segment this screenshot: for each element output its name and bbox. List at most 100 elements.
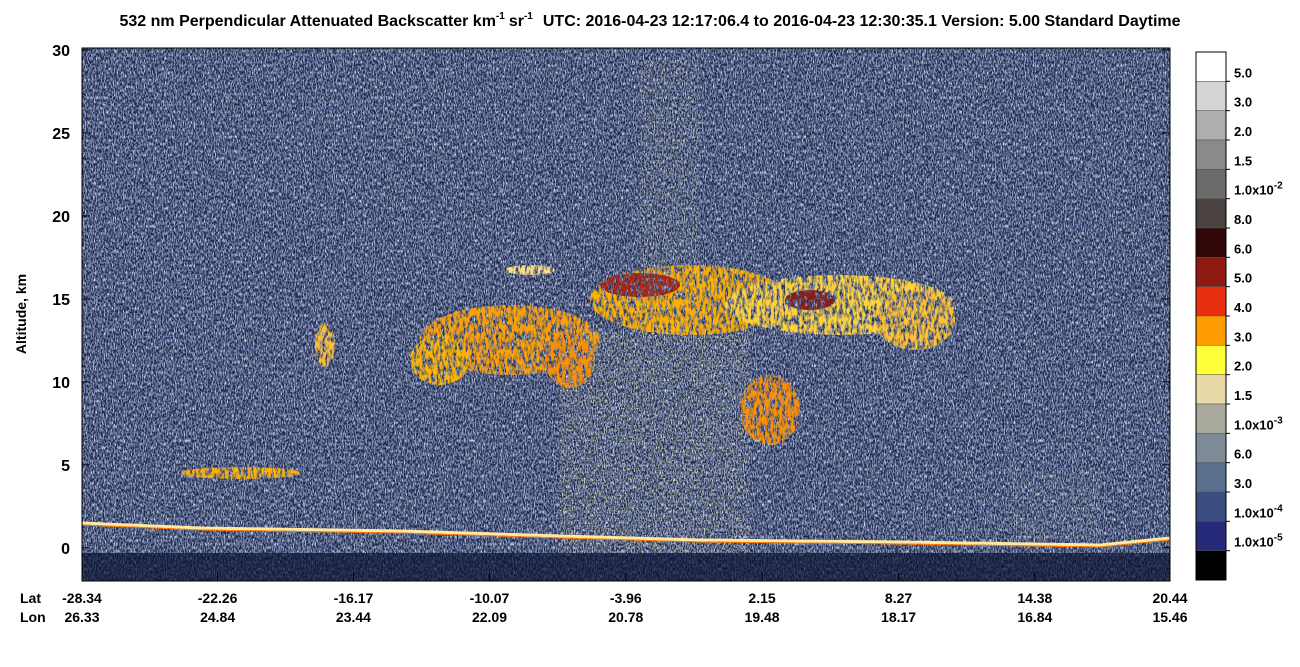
colorbar-box: [1195, 345, 1227, 375]
colorbar-label-text: 2.0: [1234, 359, 1252, 374]
x-row-label: Lat: [20, 590, 41, 606]
colorbar-label-exponent: -3: [1274, 415, 1283, 426]
colorbar-label: 8.0: [1234, 212, 1252, 227]
colorbar-label: 3.0: [1234, 95, 1252, 110]
y-tick-label: 20: [52, 209, 70, 226]
colorbar-label-text: 6.0: [1234, 241, 1252, 256]
colorbar-label: 1.5: [1234, 388, 1252, 403]
cloud: [545, 332, 595, 388]
cloud: [315, 323, 335, 367]
colorbar-label: 5.0: [1234, 65, 1252, 80]
colorbar-box: [1195, 403, 1227, 434]
colorbar-label: 4.0: [1234, 300, 1252, 315]
x-tick-label: 18.17: [881, 609, 916, 625]
colorbar-box: [1195, 110, 1227, 141]
y-tick-label: 0: [61, 541, 70, 558]
colorbar-label: 1.0x10-3: [1234, 415, 1283, 432]
colorbar-label: 3.0: [1234, 329, 1252, 344]
colorbar-label: 1.0x10-5: [1234, 533, 1283, 550]
colorbar-box: [1195, 227, 1227, 258]
colorbar-box: [1195, 286, 1227, 317]
colorbar-label-exponent: -4: [1274, 503, 1283, 514]
colorbar-box: [1195, 550, 1227, 581]
colorbar-label: 2.0: [1234, 359, 1252, 374]
x-tick-label: 16.84: [1017, 609, 1052, 625]
colorbar-label: 1.5: [1234, 153, 1252, 168]
colorbar-box: [1195, 433, 1227, 463]
x-tick-label: -28.34: [62, 590, 102, 606]
colorbar-box: [1195, 81, 1227, 111]
y-tick-label: 15: [52, 292, 70, 309]
colorbar-label-exponent: -5: [1274, 533, 1283, 544]
plot-area: [81, 47, 1171, 582]
x-tick-label: -10.07: [470, 590, 510, 606]
y-tick-label: 30: [52, 43, 70, 60]
surface-return: [81, 521, 1171, 547]
colorbar-label-text: 6.0: [1234, 447, 1252, 462]
cloud: [740, 375, 800, 445]
colorbar-label-text: 1.5: [1234, 153, 1252, 168]
cloud: [180, 467, 300, 479]
cloud: [875, 290, 955, 350]
colorbar-label-text: 1.0x10: [1234, 535, 1274, 550]
colorbar-box: [1195, 257, 1227, 287]
colorbar-box: [1195, 315, 1227, 346]
colorbar-label: 6.0: [1234, 447, 1252, 462]
aerosol-dots: [1010, 470, 1100, 540]
x-tick-label: 14.38: [1017, 590, 1052, 606]
cloud: [505, 265, 555, 275]
colorbar-label: 3.0: [1234, 476, 1252, 491]
colorbar-label-text: 1.0x10: [1234, 505, 1274, 520]
colorbar-label-text: 1.0x10: [1234, 183, 1274, 198]
colorbar-label-text: 5.0: [1234, 271, 1252, 286]
colorbar-label: 5.0: [1234, 271, 1252, 286]
x-tick-label: 20.44: [1152, 590, 1187, 606]
cloud: [785, 290, 835, 310]
colorbar-label-text: 3.0: [1234, 476, 1252, 491]
cloud: [410, 335, 470, 385]
colorbar-box: [1195, 462, 1227, 493]
colorbar-box: [1195, 374, 1227, 405]
title-text: 532 nm Perpendicular Attenuated Backscat…: [119, 13, 495, 30]
y-axis-label: Altitude, km: [13, 274, 29, 354]
colorbar-box: [1195, 169, 1227, 199]
colorbar-label-text: 2.0: [1234, 124, 1252, 139]
x-tick-label: 20.78: [608, 609, 643, 625]
x-tick-label: 15.46: [1152, 609, 1187, 625]
title-unit: sr: [509, 13, 524, 30]
colorbar-label-text: 1.0x10: [1234, 417, 1274, 432]
x-tick-label: -16.17: [334, 590, 374, 606]
colorbar-box: [1195, 521, 1227, 551]
cloud-layer: [180, 265, 955, 479]
colorbar-frame: [1195, 51, 1227, 581]
colorbar-box: [1195, 491, 1227, 522]
x-tick-label: 2.15: [748, 590, 775, 606]
colorbar-label-exponent: -2: [1274, 181, 1283, 192]
x-tick-label: 24.84: [200, 609, 235, 625]
title-exponent: -1: [496, 11, 505, 22]
cloud: [600, 273, 680, 297]
x-tick-label: 23.44: [336, 609, 371, 625]
colorbar-label: 1.0x10-2: [1234, 181, 1283, 198]
chart-title: 532 nm Perpendicular Attenuated Backscat…: [119, 11, 1180, 30]
x-tick-label: -22.26: [198, 590, 238, 606]
surface-return: [81, 524, 1171, 548]
colorbar-label-text: 3.0: [1234, 95, 1252, 110]
title-exponent: -1: [524, 11, 533, 22]
colorbar-box: [1195, 51, 1227, 82]
colorbar-label: 6.0: [1234, 241, 1252, 256]
colorbar-label-text: 8.0: [1234, 212, 1252, 227]
colorbar-box: [1195, 139, 1227, 170]
colorbar-box: [1195, 198, 1227, 229]
colorbar-label: 1.0x10-4: [1234, 503, 1283, 520]
y-tick-label: 25: [52, 126, 70, 143]
colorbar-label-text: 1.5: [1234, 388, 1252, 403]
colorbar-label-text: 5.0: [1234, 65, 1252, 80]
colorbar-label-text: 3.0: [1234, 329, 1252, 344]
x-tick-label: 26.33: [64, 609, 99, 625]
x-tick-label: -3.96: [610, 590, 642, 606]
colorbar-label: 2.0: [1234, 124, 1252, 139]
y-tick-label: 5: [61, 458, 70, 475]
